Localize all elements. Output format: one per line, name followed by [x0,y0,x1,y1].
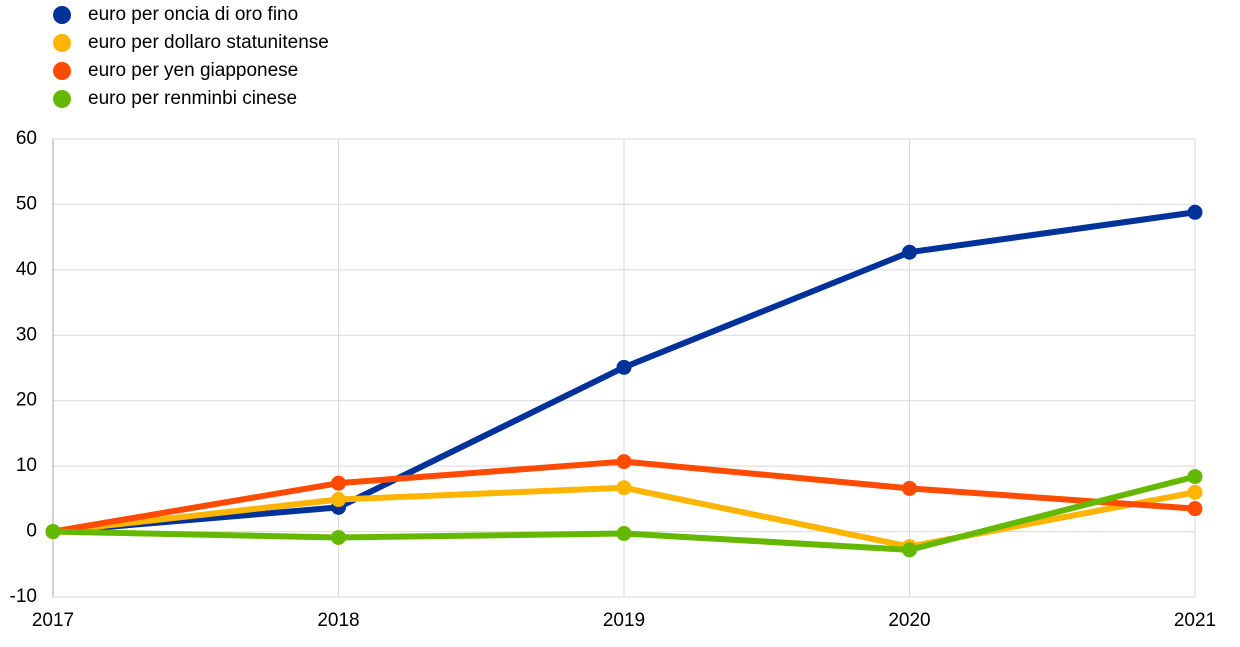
legend-marker [53,90,71,108]
data-point [616,359,632,375]
legend-label: euro per dollaro statunitense [88,32,329,53]
data-point [902,480,917,496]
legend-label: euro per yen giapponese [88,60,298,81]
x-tick-label: 2021 [1174,610,1216,631]
x-tick-label: 2018 [317,610,359,631]
y-tick-label: 60 [16,128,37,149]
y-tick-label: -10 [10,586,37,607]
data-point [616,480,632,496]
x-tick-label: 2019 [603,610,645,631]
y-tick-label: 0 [26,521,37,542]
data-point [616,526,632,542]
legend-label: euro per oncia di oro fino [88,4,298,25]
data-point [45,524,61,540]
data-point [616,454,632,470]
y-tick-label: 30 [16,324,37,345]
data-point [1187,501,1203,517]
data-point [902,542,917,558]
data-point [1187,484,1203,500]
legend-label: euro per renminbi cinese [88,88,297,109]
y-tick-label: 20 [16,390,37,411]
data-point [331,529,346,545]
data-point [331,492,346,508]
data-point [331,475,346,491]
y-tick-label: 10 [16,455,37,476]
legend-marker [53,34,71,52]
x-tick-label: 2017 [32,610,74,631]
data-point [1187,469,1203,485]
legend-marker [53,6,71,24]
y-tick-label: 50 [16,193,37,214]
x-tick-label: 2020 [888,610,930,631]
y-tick-label: 40 [16,259,37,280]
legend-marker [53,62,71,80]
data-point [1187,204,1203,220]
data-point [902,244,917,260]
